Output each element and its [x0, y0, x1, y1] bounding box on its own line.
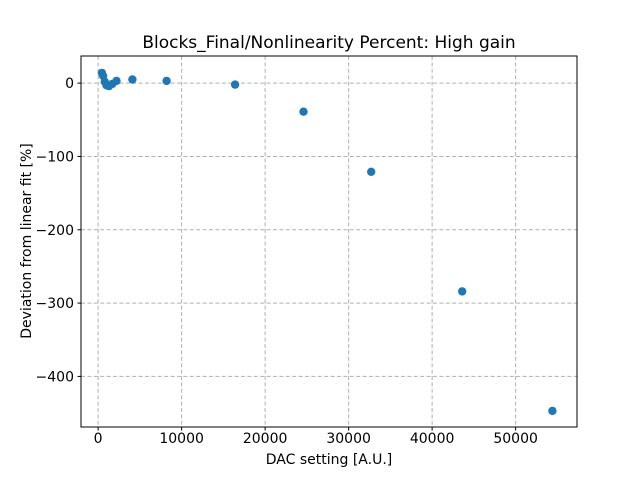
- y-tick-label: −400: [36, 369, 74, 385]
- x-axis-label: DAC setting [A.U.]: [265, 452, 393, 468]
- chart-title: Blocks_Final/Nonlinearity Percent: High …: [142, 33, 516, 53]
- x-tick-label: 40000: [410, 431, 455, 447]
- y-tick-label: −100: [36, 149, 74, 165]
- data-point: [299, 107, 308, 116]
- y-tick-label: −300: [36, 296, 74, 312]
- x-tick-label: 10000: [159, 431, 204, 447]
- data-point: [548, 406, 557, 416]
- x-tick-label: 30000: [326, 431, 371, 447]
- x-tick-label: 0: [94, 431, 103, 447]
- x-tick-label: 50000: [493, 431, 538, 447]
- x-tick-label: 20000: [243, 431, 288, 447]
- data-point: [162, 76, 171, 86]
- data-point: [112, 76, 121, 86]
- data-point: [230, 80, 240, 89]
- y-tick-label: 0: [65, 76, 74, 92]
- axes-spines: [80, 55, 578, 428]
- data-point: [128, 75, 137, 84]
- data-point: [367, 167, 376, 176]
- y-axis-label: Deviation from linear fit [%]: [19, 143, 35, 339]
- data-point: [458, 287, 467, 296]
- y-tick-label: −200: [36, 223, 74, 239]
